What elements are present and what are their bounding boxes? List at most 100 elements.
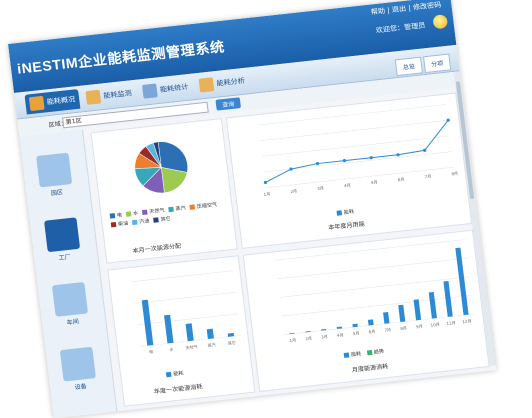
analysis-icon bbox=[198, 77, 215, 93]
device-icon bbox=[59, 346, 96, 382]
legend-item: 蒸汽 bbox=[168, 204, 186, 213]
monitor-icon bbox=[85, 89, 102, 105]
legend-item: 天然气 bbox=[141, 207, 165, 216]
gridline bbox=[137, 313, 239, 326]
legend-item: 能耗 bbox=[343, 350, 362, 359]
legend-item: 其它 bbox=[153, 215, 171, 224]
bar bbox=[227, 332, 235, 337]
bar bbox=[398, 304, 406, 323]
bar bbox=[185, 323, 194, 342]
bar-right-title: 月度能源消耗 bbox=[351, 363, 389, 374]
user-avatar-icon[interactable] bbox=[432, 14, 449, 30]
utility-links[interactable]: 帮助 | 退出 | 修改密码 bbox=[370, 0, 442, 17]
sidebar-item-park[interactable]: 园区 bbox=[30, 152, 80, 199]
x-tick-label: 2月 bbox=[290, 188, 297, 194]
legend-swatch bbox=[189, 204, 196, 210]
legend-label: 能耗 bbox=[350, 351, 362, 359]
legend-item: 柴油 bbox=[110, 220, 129, 229]
gridline bbox=[258, 104, 447, 126]
legend-label: 趋势 bbox=[373, 348, 385, 356]
legend-swatch bbox=[153, 217, 159, 223]
sidebar-item-factory[interactable]: 工厂 bbox=[38, 217, 88, 264]
legend-swatch bbox=[109, 213, 116, 219]
line-legend-label: 能耗 bbox=[343, 208, 355, 216]
data-point bbox=[369, 156, 373, 160]
x-tick-label: 12月 bbox=[462, 318, 472, 324]
x-tick-label: 5月 bbox=[352, 331, 359, 337]
gridline bbox=[262, 135, 451, 157]
x-tick-label: 天然气 bbox=[185, 343, 198, 350]
x-tick-label: 2月 bbox=[305, 336, 312, 342]
bar-chart-right: 1月 2月 3月 4月 5月 6月 7月 8月 9月 10月 11月 12月 bbox=[274, 239, 475, 343]
data-point bbox=[289, 167, 293, 171]
bar-left-legend: 能耗 bbox=[165, 370, 184, 379]
gridline bbox=[132, 270, 234, 283]
legend-label: 柴油 bbox=[117, 220, 129, 228]
pie-title: 本月一次能源分配 bbox=[132, 242, 182, 255]
app-window: iNESTIM企业能耗监测管理系统 帮助 | 退出 | 修改密码 欢迎您：管理员… bbox=[8, 0, 497, 418]
bar bbox=[321, 328, 327, 331]
nav-item-overview[interactable]: 能耗概况 bbox=[24, 89, 81, 115]
nav-item-analysis[interactable]: 能耗分析 bbox=[198, 71, 246, 96]
nav-item-monitor[interactable]: 能耗监测 bbox=[85, 83, 133, 108]
query-button[interactable]: 查询 bbox=[215, 97, 242, 111]
pie-slice bbox=[152, 141, 162, 168]
data-point bbox=[342, 159, 347, 163]
gridline bbox=[266, 166, 455, 188]
pie-panel: 电 水 天然气 蒸汽 压缩空气柴油 汽油 其它 本月一次能源分配 bbox=[90, 118, 238, 264]
nav-label: 能耗统计 bbox=[159, 83, 189, 94]
gridline bbox=[260, 119, 449, 141]
line-legend: 能耗 bbox=[336, 208, 354, 217]
bar bbox=[206, 328, 214, 340]
legend-swatch bbox=[141, 209, 148, 216]
bar bbox=[367, 319, 374, 326]
legend-label: 水 bbox=[132, 210, 139, 218]
x-tick-label: 5月 bbox=[371, 180, 378, 186]
x-tick-label: 其它 bbox=[227, 339, 236, 346]
gridline bbox=[279, 276, 470, 298]
x-tick-label: 7月 bbox=[384, 327, 391, 333]
stats-icon bbox=[141, 83, 158, 99]
sidebar-item-workshop[interactable]: 车间 bbox=[46, 281, 96, 328]
legend-swatch bbox=[343, 352, 350, 358]
tab-overview[interactable]: 总览 bbox=[394, 56, 424, 77]
bar bbox=[383, 312, 390, 324]
building-icon bbox=[36, 152, 73, 188]
legend-item: 汽油 bbox=[131, 217, 150, 226]
data-point bbox=[263, 180, 268, 185]
sidebar-item-label: 车间 bbox=[66, 318, 80, 327]
x-tick-label: 3月 bbox=[321, 334, 328, 340]
bar bbox=[413, 299, 422, 321]
bar-left-legend-label: 能耗 bbox=[172, 370, 184, 378]
sidebar-item-label: 设备 bbox=[74, 383, 88, 392]
x-tick-label: 4月 bbox=[337, 332, 344, 338]
bar bbox=[289, 332, 295, 335]
user-greeting: 欢迎您：管理员 bbox=[375, 21, 426, 35]
sidebar-item-label: 园区 bbox=[50, 189, 64, 198]
data-point bbox=[396, 153, 400, 157]
x-tick-label: 10月 bbox=[430, 322, 440, 328]
bar bbox=[428, 291, 437, 319]
x-tick-label: 1月 bbox=[263, 191, 270, 197]
legend-swatch bbox=[131, 219, 138, 226]
bar bbox=[336, 326, 343, 329]
nav-item-stats[interactable]: 能耗统计 bbox=[141, 77, 190, 102]
legend-swatch bbox=[110, 221, 117, 228]
x-tick-label: 4月 bbox=[344, 182, 351, 188]
x-tick-label: 电 bbox=[149, 348, 154, 354]
legend-swatch bbox=[336, 210, 343, 216]
data-point bbox=[423, 148, 427, 152]
sidebar-item-label: 工厂 bbox=[58, 253, 72, 262]
bar-left-title: 年度一次能源消耗 bbox=[153, 383, 203, 396]
gridline bbox=[281, 295, 472, 317]
data-point bbox=[446, 118, 450, 122]
line-panel: 1月 2月 3月 4月 5月 6月 7月 8月 能耗 本年度月用能 bbox=[225, 92, 473, 249]
legend-label: 压缩空气 bbox=[196, 202, 218, 211]
x-tick-label: 6月 bbox=[397, 177, 404, 183]
sidebar-item-device[interactable]: 设备 bbox=[54, 346, 104, 393]
line-chart: 1月 2月 3月 4月 5月 6月 7月 8月 bbox=[258, 104, 458, 197]
tab-detail[interactable]: 分项 bbox=[422, 53, 452, 74]
x-tick-label: 8月 bbox=[451, 171, 458, 177]
nav-label: 能耗概况 bbox=[46, 95, 76, 107]
